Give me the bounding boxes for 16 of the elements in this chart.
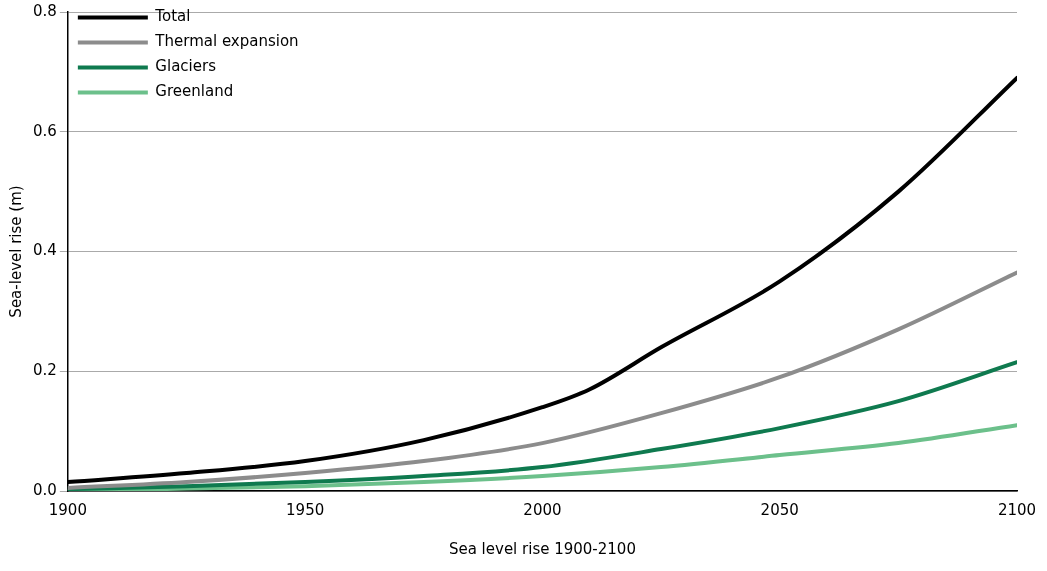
y-tick-label: 0.2 — [33, 361, 57, 380]
legend-label: Thermal expansion — [154, 32, 299, 51]
y-tick-label: 0.6 — [33, 121, 57, 140]
x-tick-label: 1900 — [48, 500, 87, 519]
x-tick-label: 2050 — [760, 500, 799, 519]
legend-label: Greenland — [155, 82, 234, 101]
y-tick-label: 0.4 — [33, 241, 57, 260]
x-axis-title: Sea level rise 1900-2100 — [448, 539, 636, 558]
legend-label: Glaciers — [155, 57, 217, 76]
y-tick-label: 0.0 — [33, 480, 57, 499]
y-axis-title: Sea-level rise (m) — [6, 185, 25, 318]
legend-label: Total — [154, 7, 191, 26]
x-tick-label: 2000 — [523, 500, 562, 519]
x-tick-label: 2100 — [997, 500, 1037, 519]
y-tick-label: 0.8 — [33, 1, 57, 20]
x-tick-label: 1950 — [286, 500, 325, 519]
